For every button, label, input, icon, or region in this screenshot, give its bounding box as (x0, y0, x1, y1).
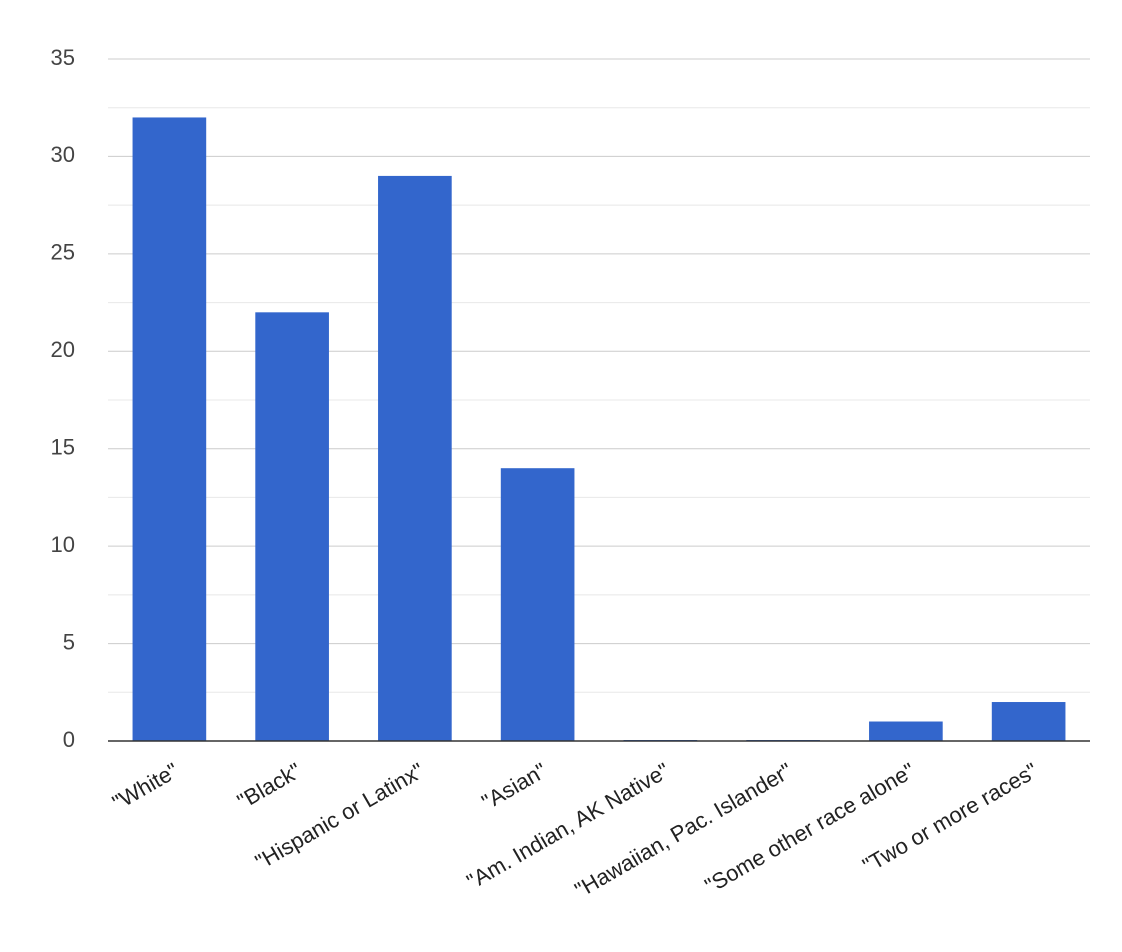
x-tick-label: "Asian" (477, 758, 551, 815)
bar (378, 175, 452, 741)
x-tick-label: "Hawaiian, Pac. Islander" (570, 758, 796, 903)
x-tick-label: "Am. Indian, AK Native" (462, 758, 673, 894)
bar (500, 468, 575, 741)
bar (869, 721, 943, 741)
y-tick-label: 0 (63, 727, 75, 752)
bar (132, 117, 207, 741)
y-tick-label: 35 (51, 45, 75, 70)
bar (255, 312, 329, 741)
y-tick-label: 30 (51, 142, 75, 167)
y-tick-label: 5 (63, 629, 75, 654)
y-tick-label: 20 (51, 337, 75, 362)
y-tick-label: 10 (51, 532, 75, 557)
bar (991, 702, 1066, 741)
x-tick-label: "White" (108, 758, 183, 816)
y-tick-label: 25 (51, 240, 75, 265)
y-tick-label: 15 (51, 435, 75, 460)
x-tick-label: "Black" (233, 758, 306, 814)
x-tick-label: "Some other race alone" (700, 758, 919, 899)
